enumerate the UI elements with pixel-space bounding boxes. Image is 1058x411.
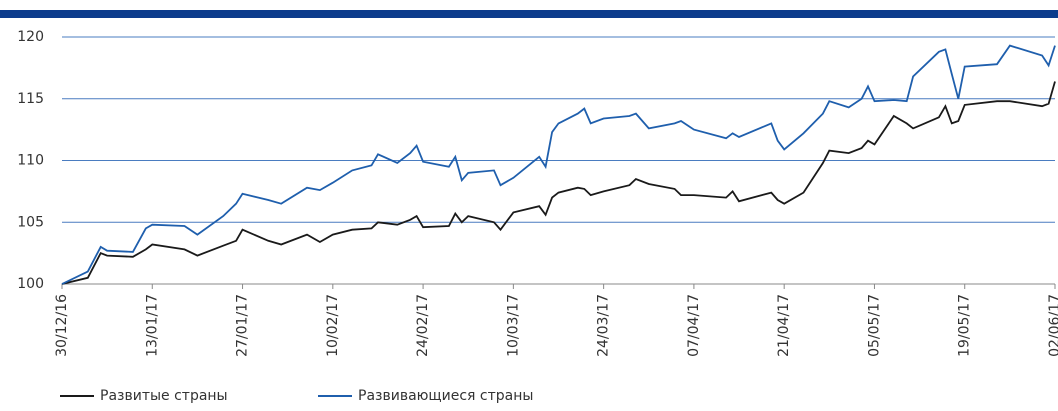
header-bar [0, 10, 1058, 18]
x-tick-label: 10/03/17 [505, 294, 521, 357]
x-tick-label: 19/05/17 [957, 294, 973, 357]
x-tick-label: 30/12/16 [54, 294, 70, 357]
y-tick-label: 120 [17, 29, 44, 45]
x-tick-label: 21/04/17 [776, 294, 792, 357]
x-tick-label: 10/02/17 [325, 294, 341, 357]
series-line [61, 81, 1056, 285]
x-tick-label: 07/04/17 [686, 294, 702, 357]
x-tick-label: 24/02/17 [415, 294, 431, 357]
legend-label: Развивающиеся страны [358, 388, 533, 404]
y-tick-label: 105 [17, 214, 44, 230]
x-tick-label: 13/01/17 [144, 294, 160, 357]
y-tick-label: 115 [17, 91, 44, 107]
y-tick-label: 110 [17, 153, 44, 169]
x-tick-label: 02/06/17 [1047, 294, 1058, 357]
x-tick-label: 24/03/17 [596, 294, 612, 357]
series-line [61, 44, 1056, 285]
x-tick-label: 27/01/17 [235, 294, 251, 357]
legend-label: Развитые страны [100, 388, 228, 404]
y-tick-label: 100 [17, 276, 44, 292]
x-tick-label: 05/05/17 [866, 294, 882, 357]
